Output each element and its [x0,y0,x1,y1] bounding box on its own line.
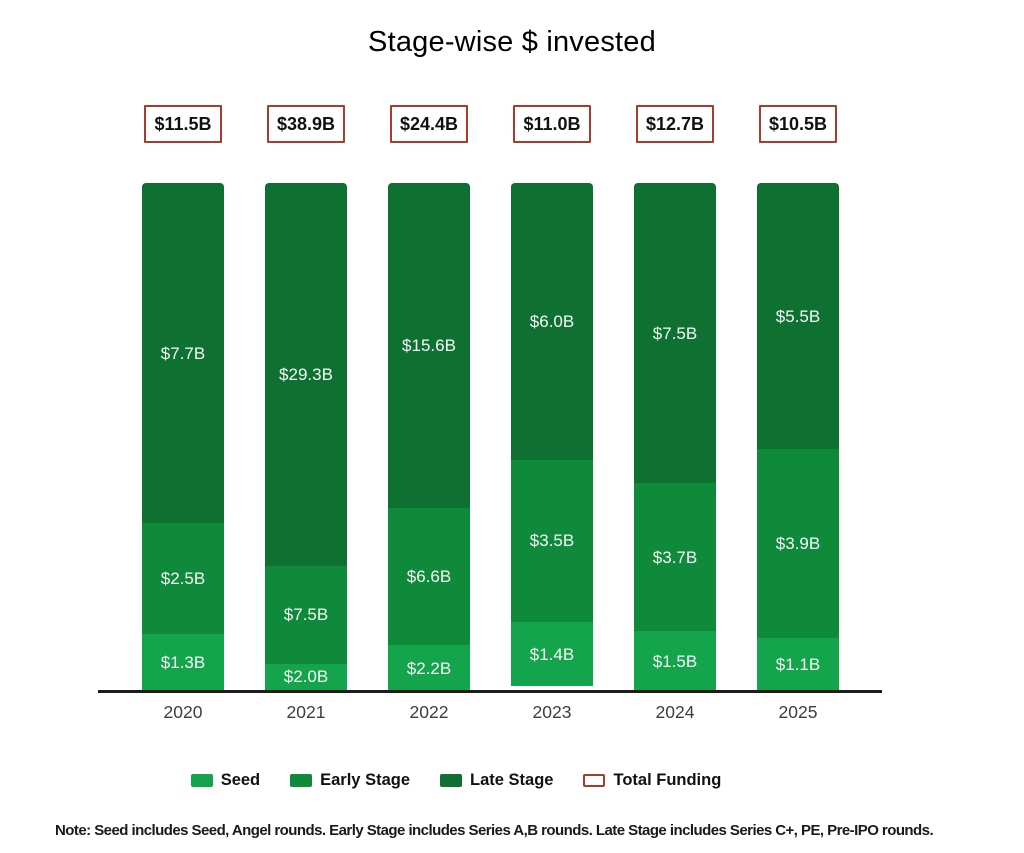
segment-value-label: $29.3B [279,364,333,384]
segment-value-label: $2.0B [283,667,329,687]
x-tick-label-2024: 2024 [655,702,695,722]
total-funding-box-2023: $11.0B [513,105,591,143]
segment-value-label: $2.5B [160,568,206,588]
legend-item-seed: Seed [190,771,261,790]
legend-item-late-stage: Late Stage [440,771,553,790]
segment-value-label: $1.4B [529,644,575,664]
segment-value-label: $7.7B [160,343,206,363]
total-funding-box-2024: $12.7B [636,105,714,143]
segment-seed-2021: $2.0B [265,663,347,690]
legend-swatch-icon [290,774,313,787]
segment-value-label: $1.3B [160,652,206,672]
segment-value-label: $2.2B [406,658,452,678]
segment-value-label: $5.5B [775,306,821,326]
total-funding-box-2021: $38.9B [267,105,345,143]
legend-swatch-icon [190,774,213,787]
segment-value-label: $6.0B [529,312,575,332]
legend-label: Early Stage [320,771,411,789]
bar-column-2022: $24.4B $15.6B $6.6B $2.2B 2022 [388,105,470,745]
stacked-bar-2021: $29.3B $7.5B $2.0B [265,183,347,691]
segment-late-stage-2020: $7.7B [142,183,224,524]
x-tick-label-2023: 2023 [532,702,572,722]
total-funding-box-2022: $24.4B [390,105,468,143]
segment-value-label: $7.5B [283,605,329,625]
segment-early-stage-2021: $7.5B [265,565,347,664]
stacked-bar-2020: $7.7B $2.5B $1.3B [142,183,224,691]
segment-late-stage-2022: $15.6B [388,183,470,508]
segment-value-label: $3.9B [775,533,821,553]
bar-column-2024: $12.7B $7.5B $3.7B $1.5B 2024 [634,105,716,745]
segment-value-label: $7.5B [652,323,698,343]
x-tick-label-2020: 2020 [163,702,203,722]
segment-seed-2023: $1.4B [511,621,593,687]
x-tick-label-2025: 2025 [778,702,818,722]
segment-early-stage-2025: $3.9B [757,449,839,638]
stacked-bar-2022: $15.6B $6.6B $2.2B [388,183,470,691]
segment-value-label: $3.5B [529,531,575,551]
segment-late-stage-2025: $5.5B [757,183,839,450]
x-axis-line [98,690,882,693]
segment-early-stage-2022: $6.6B [388,507,470,646]
segment-value-label: $3.7B [652,547,698,567]
legend-label: Late Stage [470,771,554,789]
segment-late-stage-2024: $7.5B [634,183,716,483]
bar-column-2020: $11.5B $7.7B $2.5B $1.3B 2020 [142,105,224,745]
bar-column-2025: $10.5B $5.5B $3.9B $1.1B 2025 [757,105,839,745]
segment-seed-2020: $1.3B [142,633,224,691]
plot-area: $11.5B $7.7B $2.5B $1.3B 2020 $38.9B $29.3B $7.… [142,105,839,745]
segment-seed-2025: $1.1B [757,637,839,691]
bar-column-2021: $38.9B $29.3B $7.5B $2.0B 2021 [265,105,347,745]
segment-seed-2022: $2.2B [388,645,470,691]
total-funding-box-2020: $11.5B [144,105,222,143]
segment-early-stage-2020: $2.5B [142,523,224,634]
legend-swatch-icon [583,774,606,787]
stacked-bar-2023: $6.0B $3.5B $1.4B [511,183,593,691]
chart-title: Stage-wise $ invested [368,26,656,58]
x-tick-label-2021: 2021 [286,702,326,722]
x-tick-label-2022: 2022 [409,702,449,722]
legend: Seed Early Stage Late Stage Total Funding [0,771,912,790]
segment-seed-2024: $1.5B [634,631,716,691]
stacked-bar-2024: $7.5B $3.7B $1.5B [634,183,716,691]
legend-swatch-icon [440,774,463,787]
total-funding-box-2025: $10.5B [759,105,837,143]
segment-value-label: $1.5B [652,651,698,671]
stacked-bar-2025: $5.5B $3.9B $1.1B [757,183,839,691]
segment-late-stage-2021: $29.3B [265,183,347,566]
legend-label: Seed [220,771,261,789]
legend-item-total-funding: Total Funding [583,771,721,790]
segment-value-label: $1.1B [775,654,821,674]
bar-column-2023: $11.0B $6.0B $3.5B $1.4B 2023 [511,105,593,745]
segment-early-stage-2023: $3.5B [511,460,593,622]
legend-item-early-stage: Early Stage [290,771,410,790]
segment-late-stage-2023: $6.0B [511,183,593,461]
segment-value-label: $15.6B [402,335,456,355]
segment-value-label: $6.6B [406,566,452,586]
segment-early-stage-2024: $3.7B [634,483,716,631]
footnote: Note: Seed includes Seed, Angel rounds. … [55,822,934,839]
legend-label: Total Funding [613,771,722,789]
